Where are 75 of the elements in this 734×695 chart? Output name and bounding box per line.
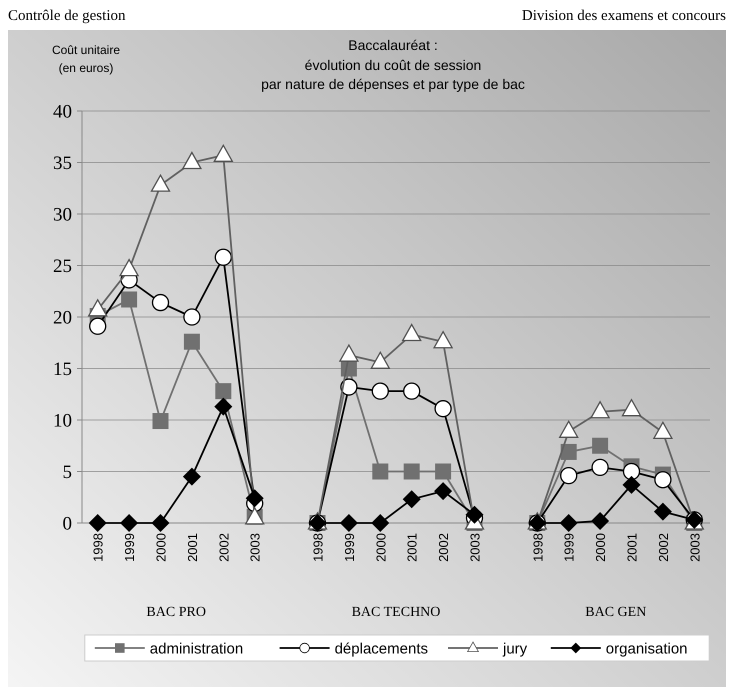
x-tick-label: 1998 [310,533,326,562]
point [466,506,484,524]
x-tick-label: 1999 [122,533,138,562]
point [591,458,609,476]
x-tick-label: 2000 [593,533,608,562]
point [88,514,107,532]
point [560,514,578,532]
x-tick-label: 2002 [436,533,452,562]
point [372,382,389,400]
point [183,308,201,326]
y-tick-label: 35 [53,153,72,174]
y-tick-label: 0 [62,514,72,535]
point [402,490,421,508]
point [622,476,640,494]
point [372,464,388,480]
point [435,464,452,480]
x-tick-label: 2000 [373,533,388,562]
y-tick-label: 30 [53,204,72,226]
point [120,514,138,532]
point [371,514,390,532]
point [654,471,672,488]
point [434,482,452,500]
chart-title: Baccalauréat : [348,37,438,53]
point [654,502,672,521]
y-axis-title: Coût unitaire (en euros) [52,43,120,75]
point [560,466,578,484]
point [214,248,232,266]
point [340,514,358,532]
point [182,468,201,486]
point [622,462,640,480]
legend-label: organisation [606,640,688,658]
text: Division des examens et concours [522,8,726,24]
point [591,512,610,530]
x-tick-label: 2001 [624,533,640,562]
x-tick-label: 2000 [154,533,168,562]
x-tick-label: 1999 [342,533,357,562]
x-tick-label: 1999 [562,533,577,562]
point [592,438,608,454]
legend-label: administration [150,640,244,658]
point [434,400,452,418]
point [560,444,577,460]
point [246,489,264,508]
y-tick-label: 40 [53,102,72,123]
legend-label: déplacements [334,640,428,658]
text: Contrôle de gestion [8,8,126,24]
text: BAC PRO [146,605,206,620]
point [340,378,358,396]
x-tick-label: 2001 [184,533,200,562]
point [152,514,170,532]
x-tick-label: 2003 [468,533,482,562]
text: BAC GEN [585,605,646,620]
x-tick-label: 1998 [90,533,106,562]
x-tick-label: 2001 [404,533,420,562]
chart-subtitle: évolution du coût de session par nature de dépenses et par type de bac [261,57,525,92]
point [404,464,420,480]
y-tick-label: 5 [62,462,72,484]
point [152,413,168,430]
y-tick-label: 20 [53,308,72,329]
legend-label: jury [502,640,528,658]
y-tick-label: 25 [53,256,72,278]
y-tick-label: 15 [53,359,72,380]
point [403,382,420,400]
point [184,334,200,350]
y-tick-label: 10 [53,410,72,432]
x-tick-label: 1998 [530,533,546,562]
point [89,318,106,335]
text: BAC TECHNO [352,605,440,620]
x-tick-label: 2003 [687,533,702,562]
point [214,398,232,416]
point [121,291,138,308]
point [215,383,232,400]
x-tick-label: 2002 [656,533,671,562]
point [152,294,170,312]
x-tick-label: 2003 [248,533,263,562]
x-tick-label: 2002 [216,533,232,562]
